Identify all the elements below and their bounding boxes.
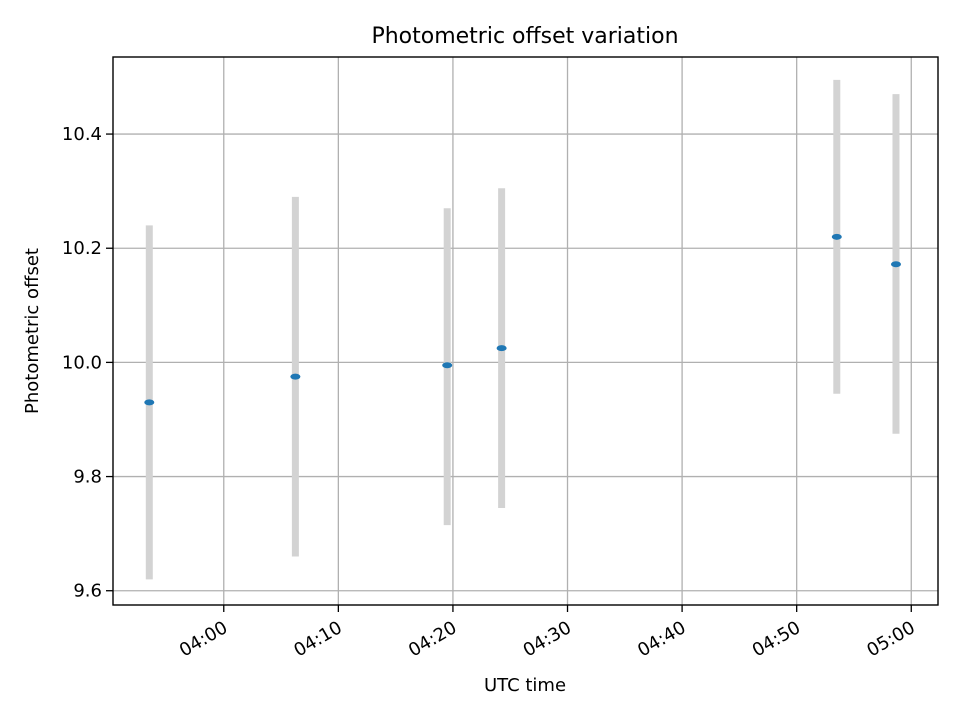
data-point [496, 345, 507, 352]
x-axis-label: UTC time [484, 675, 566, 696]
y-tick-label: 9.8 [73, 467, 102, 488]
y-tick-label: 10.0 [62, 352, 102, 373]
y-tick-label: 9.6 [73, 581, 102, 602]
chart-title: Photometric offset variation [371, 24, 678, 49]
y-tick-label: 10.2 [62, 238, 102, 259]
data-point [442, 362, 453, 369]
data-point [144, 399, 155, 406]
data-point [831, 233, 842, 240]
y-axis-label: Photometric offset [22, 248, 43, 414]
y-tick-label: 10.4 [62, 124, 102, 145]
plot-frame [112, 56, 939, 606]
data-point [890, 261, 901, 268]
grid [113, 57, 938, 605]
data-points [144, 233, 901, 406]
data-point [290, 373, 301, 380]
